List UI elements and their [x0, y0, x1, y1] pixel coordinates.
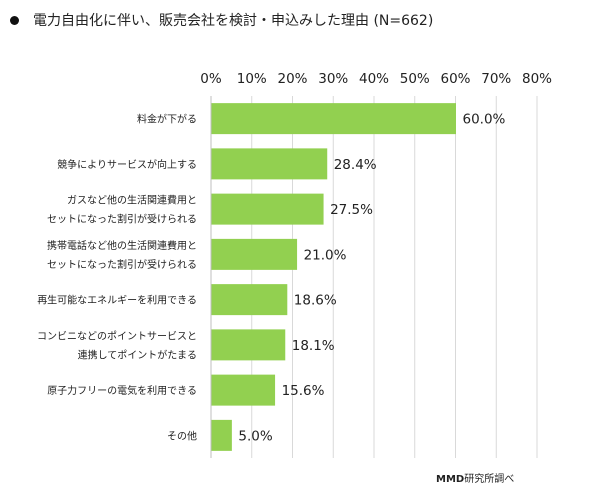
category-label: セットになった割引が受けられる — [47, 258, 197, 271]
value-label: 15.6% — [282, 383, 325, 399]
x-tick-label: 20% — [277, 71, 307, 87]
bullet-icon — [10, 15, 19, 25]
value-label: 60.0% — [463, 112, 506, 128]
value-label: 18.1% — [292, 338, 335, 354]
category-label: 原子力フリーの電気を利用できる — [47, 384, 197, 397]
value-label: 28.4% — [334, 157, 377, 173]
value-label: 5.0% — [238, 428, 272, 444]
bar — [211, 238, 298, 270]
x-tick-label: 70% — [481, 71, 511, 87]
category-label: 再生可能なエネルギーを利用できる — [37, 294, 197, 307]
value-label: 27.5% — [330, 202, 373, 218]
value-label: 18.6% — [294, 293, 337, 309]
bar — [211, 329, 286, 361]
category-label: その他 — [167, 429, 197, 442]
category-label: コンビニなどのポイントサービスと — [37, 330, 197, 342]
category-label: セットになった割引が受けられる — [47, 213, 197, 226]
x-tick-label: 30% — [318, 71, 348, 87]
bar — [211, 103, 456, 135]
category-label: 連携してポイントがたまる — [78, 348, 197, 361]
x-tick-label: 40% — [359, 71, 389, 87]
x-tick-label: 60% — [440, 71, 470, 87]
source-brand: MMD — [436, 474, 465, 485]
source-credit: MMD研究所調べ — [436, 470, 514, 485]
category-label: 携帯電話など他の生活関連費用と — [47, 239, 197, 252]
bar — [211, 419, 232, 451]
x-tick-label: 10% — [237, 71, 267, 87]
x-tick-label: 80% — [522, 71, 552, 87]
chart-title: 電力自由化に伴い、販売会社を検討・申込みした理由 (N=662) — [33, 13, 434, 29]
x-tick-label: 0% — [200, 71, 222, 87]
category-label: 料金が下がる — [137, 113, 197, 126]
x-tick-label: 50% — [400, 71, 430, 87]
bar — [211, 193, 324, 225]
bar — [211, 284, 288, 316]
source-text: 研究所調べ — [464, 474, 515, 485]
category-label: 競争によりサービスが向上する — [57, 158, 197, 171]
value-label: 21.0% — [304, 247, 347, 263]
bar — [211, 374, 276, 406]
category-label: ガスなど他の生活関連費用と — [67, 194, 197, 207]
chart-title-row: 電力自由化に伴い、販売会社を検討・申込みした理由 (N=662) — [8, 10, 433, 30]
bar — [211, 148, 328, 180]
